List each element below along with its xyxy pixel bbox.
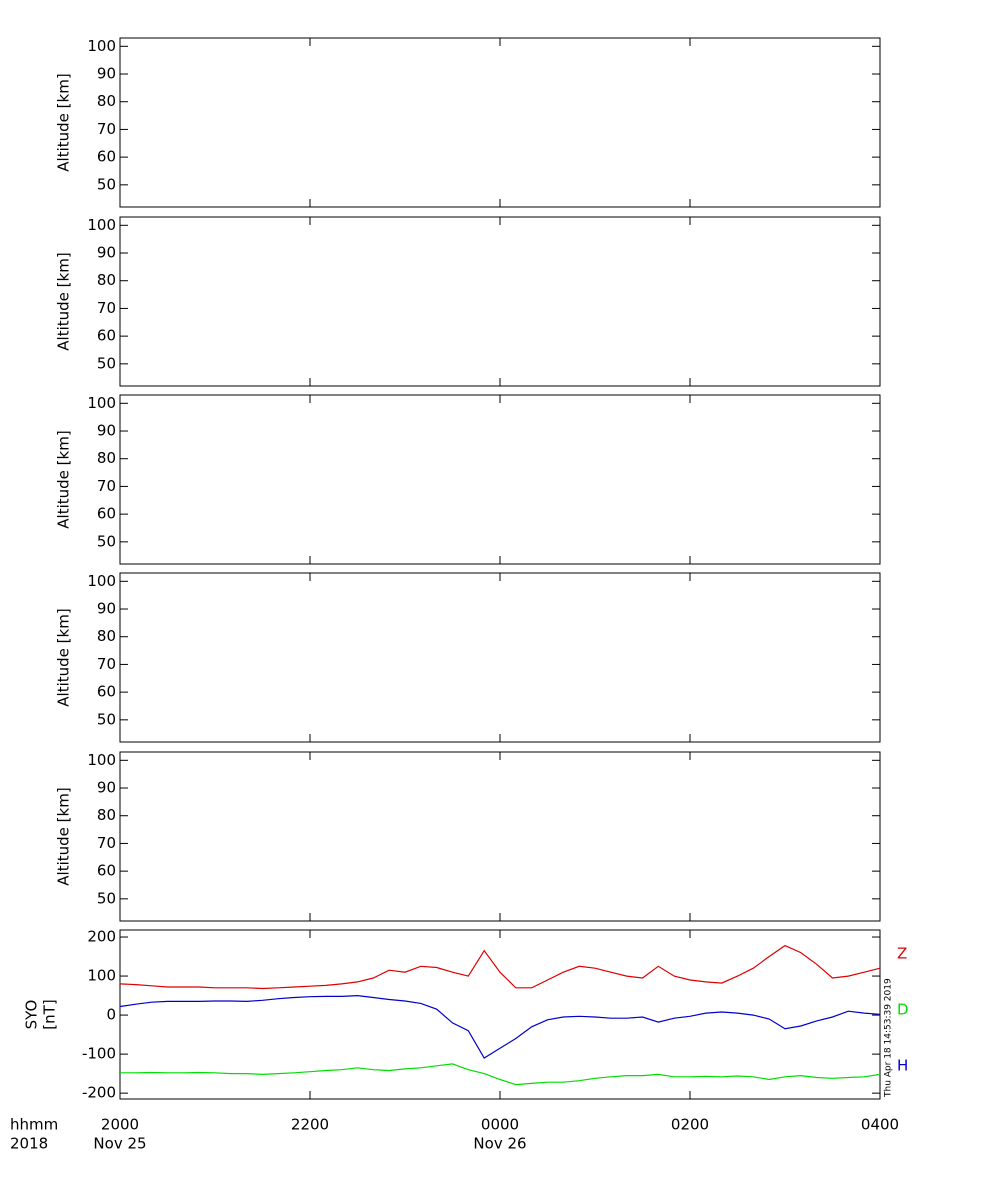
y-tick-label: 50	[97, 889, 116, 907]
y-tick-label: 70	[97, 655, 116, 673]
y-tick-label: 80	[97, 449, 116, 467]
timestamp: Thu Apr 18 14:53:39 2019	[884, 978, 894, 1098]
y-tick-label: 70	[97, 834, 116, 852]
y-tick-label: -100	[82, 1045, 116, 1063]
y-tick-label: 200	[87, 928, 116, 946]
y-tick-label: 90	[97, 779, 116, 797]
y-axis-label: SYO	[23, 1000, 41, 1030]
y-axis-label: [nT]	[41, 999, 59, 1029]
y-tick-label: 50	[97, 354, 116, 372]
y-axis-label: Altitude [km]	[55, 787, 73, 885]
y-tick-label: 60	[97, 683, 116, 701]
series-line	[119, 994, 881, 1059]
y-tick-label: 80	[97, 92, 116, 110]
panel-frame	[119, 216, 881, 387]
y-tick-label: 100	[87, 216, 116, 234]
x-row-label: hhmm	[10, 1116, 58, 1134]
y-tick-label: 60	[97, 505, 116, 523]
y-tick-label: 90	[97, 422, 116, 440]
panel-frame	[119, 572, 881, 743]
y-tick-label: 80	[97, 627, 116, 645]
y-tick-label: 90	[97, 600, 116, 618]
panel-frame	[119, 37, 881, 208]
y-tick-label: 50	[97, 175, 116, 193]
y-tick-label: 60	[97, 862, 116, 880]
y-tick-label: 100	[87, 394, 116, 412]
legend-label: Z	[897, 945, 907, 963]
y-tick-label: 80	[97, 271, 116, 289]
y-axis-label: Altitude [km]	[55, 608, 73, 706]
x-tick-label: 0400	[861, 1116, 899, 1134]
y-tick-label: 50	[97, 532, 116, 550]
y-tick-label: 90	[97, 65, 116, 83]
series-line	[120, 1063, 881, 1086]
y-tick-label: -200	[82, 1084, 116, 1102]
date-label: Nov 26	[473, 1135, 526, 1153]
x-tick-label: 0200	[671, 1116, 709, 1134]
y-tick-label: 50	[97, 710, 116, 728]
y-tick-label: 100	[87, 572, 116, 590]
legend-label: D	[897, 1001, 909, 1019]
y-tick-label: 80	[97, 806, 116, 824]
y-tick-label: 100	[87, 37, 116, 55]
y-tick-label: 100	[87, 967, 116, 985]
panel-frame	[119, 394, 881, 565]
y-tick-label: 90	[97, 244, 116, 262]
y-tick-label: 0	[106, 1006, 116, 1024]
series-line	[119, 944, 881, 990]
y-axis-label: Altitude [km]	[55, 252, 73, 350]
x-tick-label: 0000	[481, 1116, 519, 1134]
y-axis-label: Altitude [km]	[55, 430, 73, 528]
y-tick-label: 60	[97, 327, 116, 345]
x-row-label: 2018	[10, 1135, 48, 1153]
y-axis-label: Altitude [km]	[55, 73, 73, 171]
y-tick-label: 70	[97, 120, 116, 138]
y-tick-label: 70	[97, 477, 116, 495]
panel-frame	[119, 751, 881, 922]
x-tick-label: 2000	[101, 1116, 139, 1134]
y-tick-label: 70	[97, 299, 116, 317]
y-tick-label: 100	[87, 751, 116, 769]
date-label: Nov 25	[93, 1135, 146, 1153]
x-tick-label: 2200	[291, 1116, 329, 1134]
legend-label: H	[897, 1057, 908, 1075]
y-tick-label: 60	[97, 148, 116, 166]
